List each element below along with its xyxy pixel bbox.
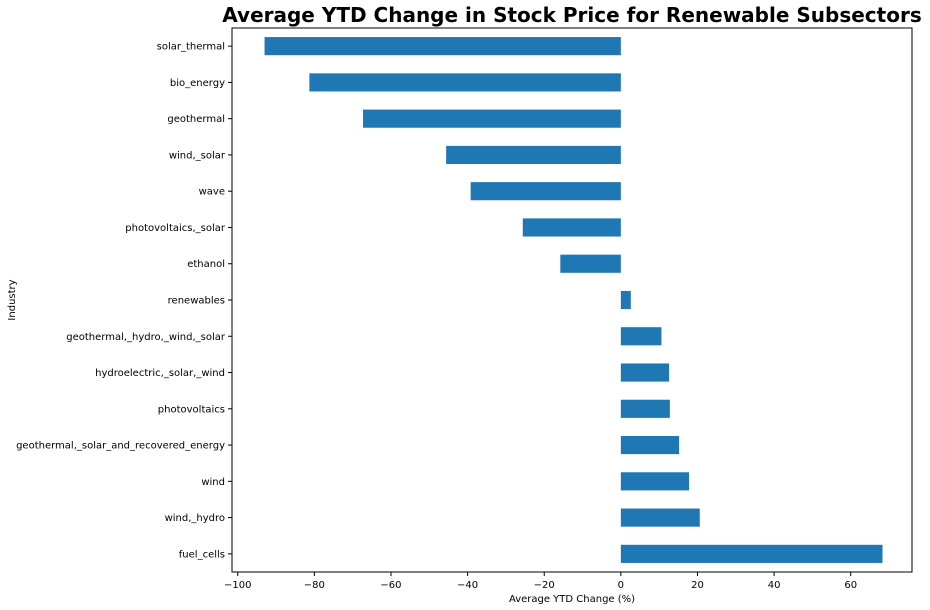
bar-geothermal-solar-and-recovered-energy xyxy=(620,436,680,455)
x-axis-ticks: −100 −80 −60 −40 −20 0 20 40 60 xyxy=(224,572,857,591)
bar-geothermal xyxy=(363,109,621,128)
x-tick-label: 60 xyxy=(844,580,857,591)
bar-photovoltaics xyxy=(620,399,670,418)
y-tick-label: photovoltaics,_solar xyxy=(125,223,226,234)
bar-ethanol xyxy=(560,254,621,273)
chart-title: Average YTD Change in Stock Price for Re… xyxy=(222,3,921,27)
y-axis-ticks: solar_thermal bio_energy geothermal wind,_s… xyxy=(16,42,232,560)
y-tick-label: bio_energy xyxy=(170,78,225,89)
y-tick-label: wave xyxy=(199,187,225,198)
bar-wave xyxy=(470,182,621,201)
y-tick-label: geothermal xyxy=(167,114,225,125)
y-tick-label: geothermal,_hydro,_wind,_solar xyxy=(66,332,226,343)
bar-wind xyxy=(620,472,690,491)
bar-hydroelectric-solar-wind xyxy=(620,363,670,382)
plot-frame xyxy=(231,27,913,573)
y-tick-label: solar_thermal xyxy=(157,42,225,53)
bar-wind-hydro xyxy=(620,508,700,527)
x-tick-label: 20 xyxy=(691,580,704,591)
x-tick-label: −80 xyxy=(304,580,325,591)
y-axis-label: Industry xyxy=(7,279,18,320)
y-tick-label: renewables xyxy=(168,296,225,307)
y-tick-label: wind,_hydro xyxy=(165,513,225,524)
bars-group xyxy=(264,37,883,563)
bar-bio-energy xyxy=(309,73,621,92)
y-tick-label: fuel_cells xyxy=(179,549,225,560)
y-tick-label: photovoltaics xyxy=(158,404,225,415)
y-tick-label: wind xyxy=(201,477,225,488)
y-tick-label: geothermal,_solar_and_recovered_energy xyxy=(16,441,225,452)
x-tick-label: 40 xyxy=(768,580,781,591)
x-tick-label: −100 xyxy=(224,580,251,591)
bar-solar-thermal xyxy=(264,37,621,56)
y-tick-label: wind,_solar xyxy=(169,150,226,161)
x-tick-label: 0 xyxy=(618,580,624,591)
y-tick-label: ethanol xyxy=(187,259,225,270)
y-tick-label: hydroelectric,_solar,_wind xyxy=(95,368,225,379)
bar-geothermal-hydro-wind-solar xyxy=(620,327,662,346)
x-tick-label: −20 xyxy=(534,580,555,591)
bar-renewables xyxy=(620,290,631,310)
x-tick-label: −40 xyxy=(457,580,478,591)
bar-photovoltaics-solar xyxy=(522,218,621,237)
bar-wind-solar xyxy=(446,145,621,164)
bar-fuel-cells xyxy=(620,544,883,563)
x-tick-label: −60 xyxy=(380,580,401,591)
x-axis-label: Average YTD Change (%) xyxy=(509,594,635,605)
